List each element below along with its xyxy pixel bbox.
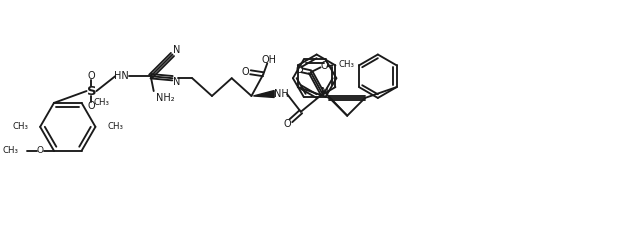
Text: CH₃: CH₃ (94, 98, 110, 107)
Text: O: O (37, 146, 44, 155)
Text: O: O (283, 119, 291, 129)
Text: N: N (173, 44, 180, 54)
Text: O: O (321, 61, 329, 71)
Text: CH₃: CH₃ (3, 146, 18, 155)
Text: O: O (88, 71, 96, 81)
Text: CH₃: CH₃ (107, 122, 123, 131)
Text: CH₃: CH₃ (12, 122, 28, 131)
Text: N: N (173, 77, 180, 87)
Text: NH: NH (273, 89, 289, 99)
Text: O: O (88, 101, 96, 111)
Text: HN: HN (114, 71, 128, 81)
Text: CH₃: CH₃ (339, 60, 354, 69)
Text: N: N (321, 87, 329, 97)
Text: O: O (242, 67, 249, 77)
Text: O: O (295, 65, 303, 75)
Polygon shape (253, 91, 274, 97)
Text: S: S (87, 84, 96, 98)
Text: NH₂: NH₂ (156, 93, 174, 103)
Text: OH: OH (261, 55, 277, 65)
